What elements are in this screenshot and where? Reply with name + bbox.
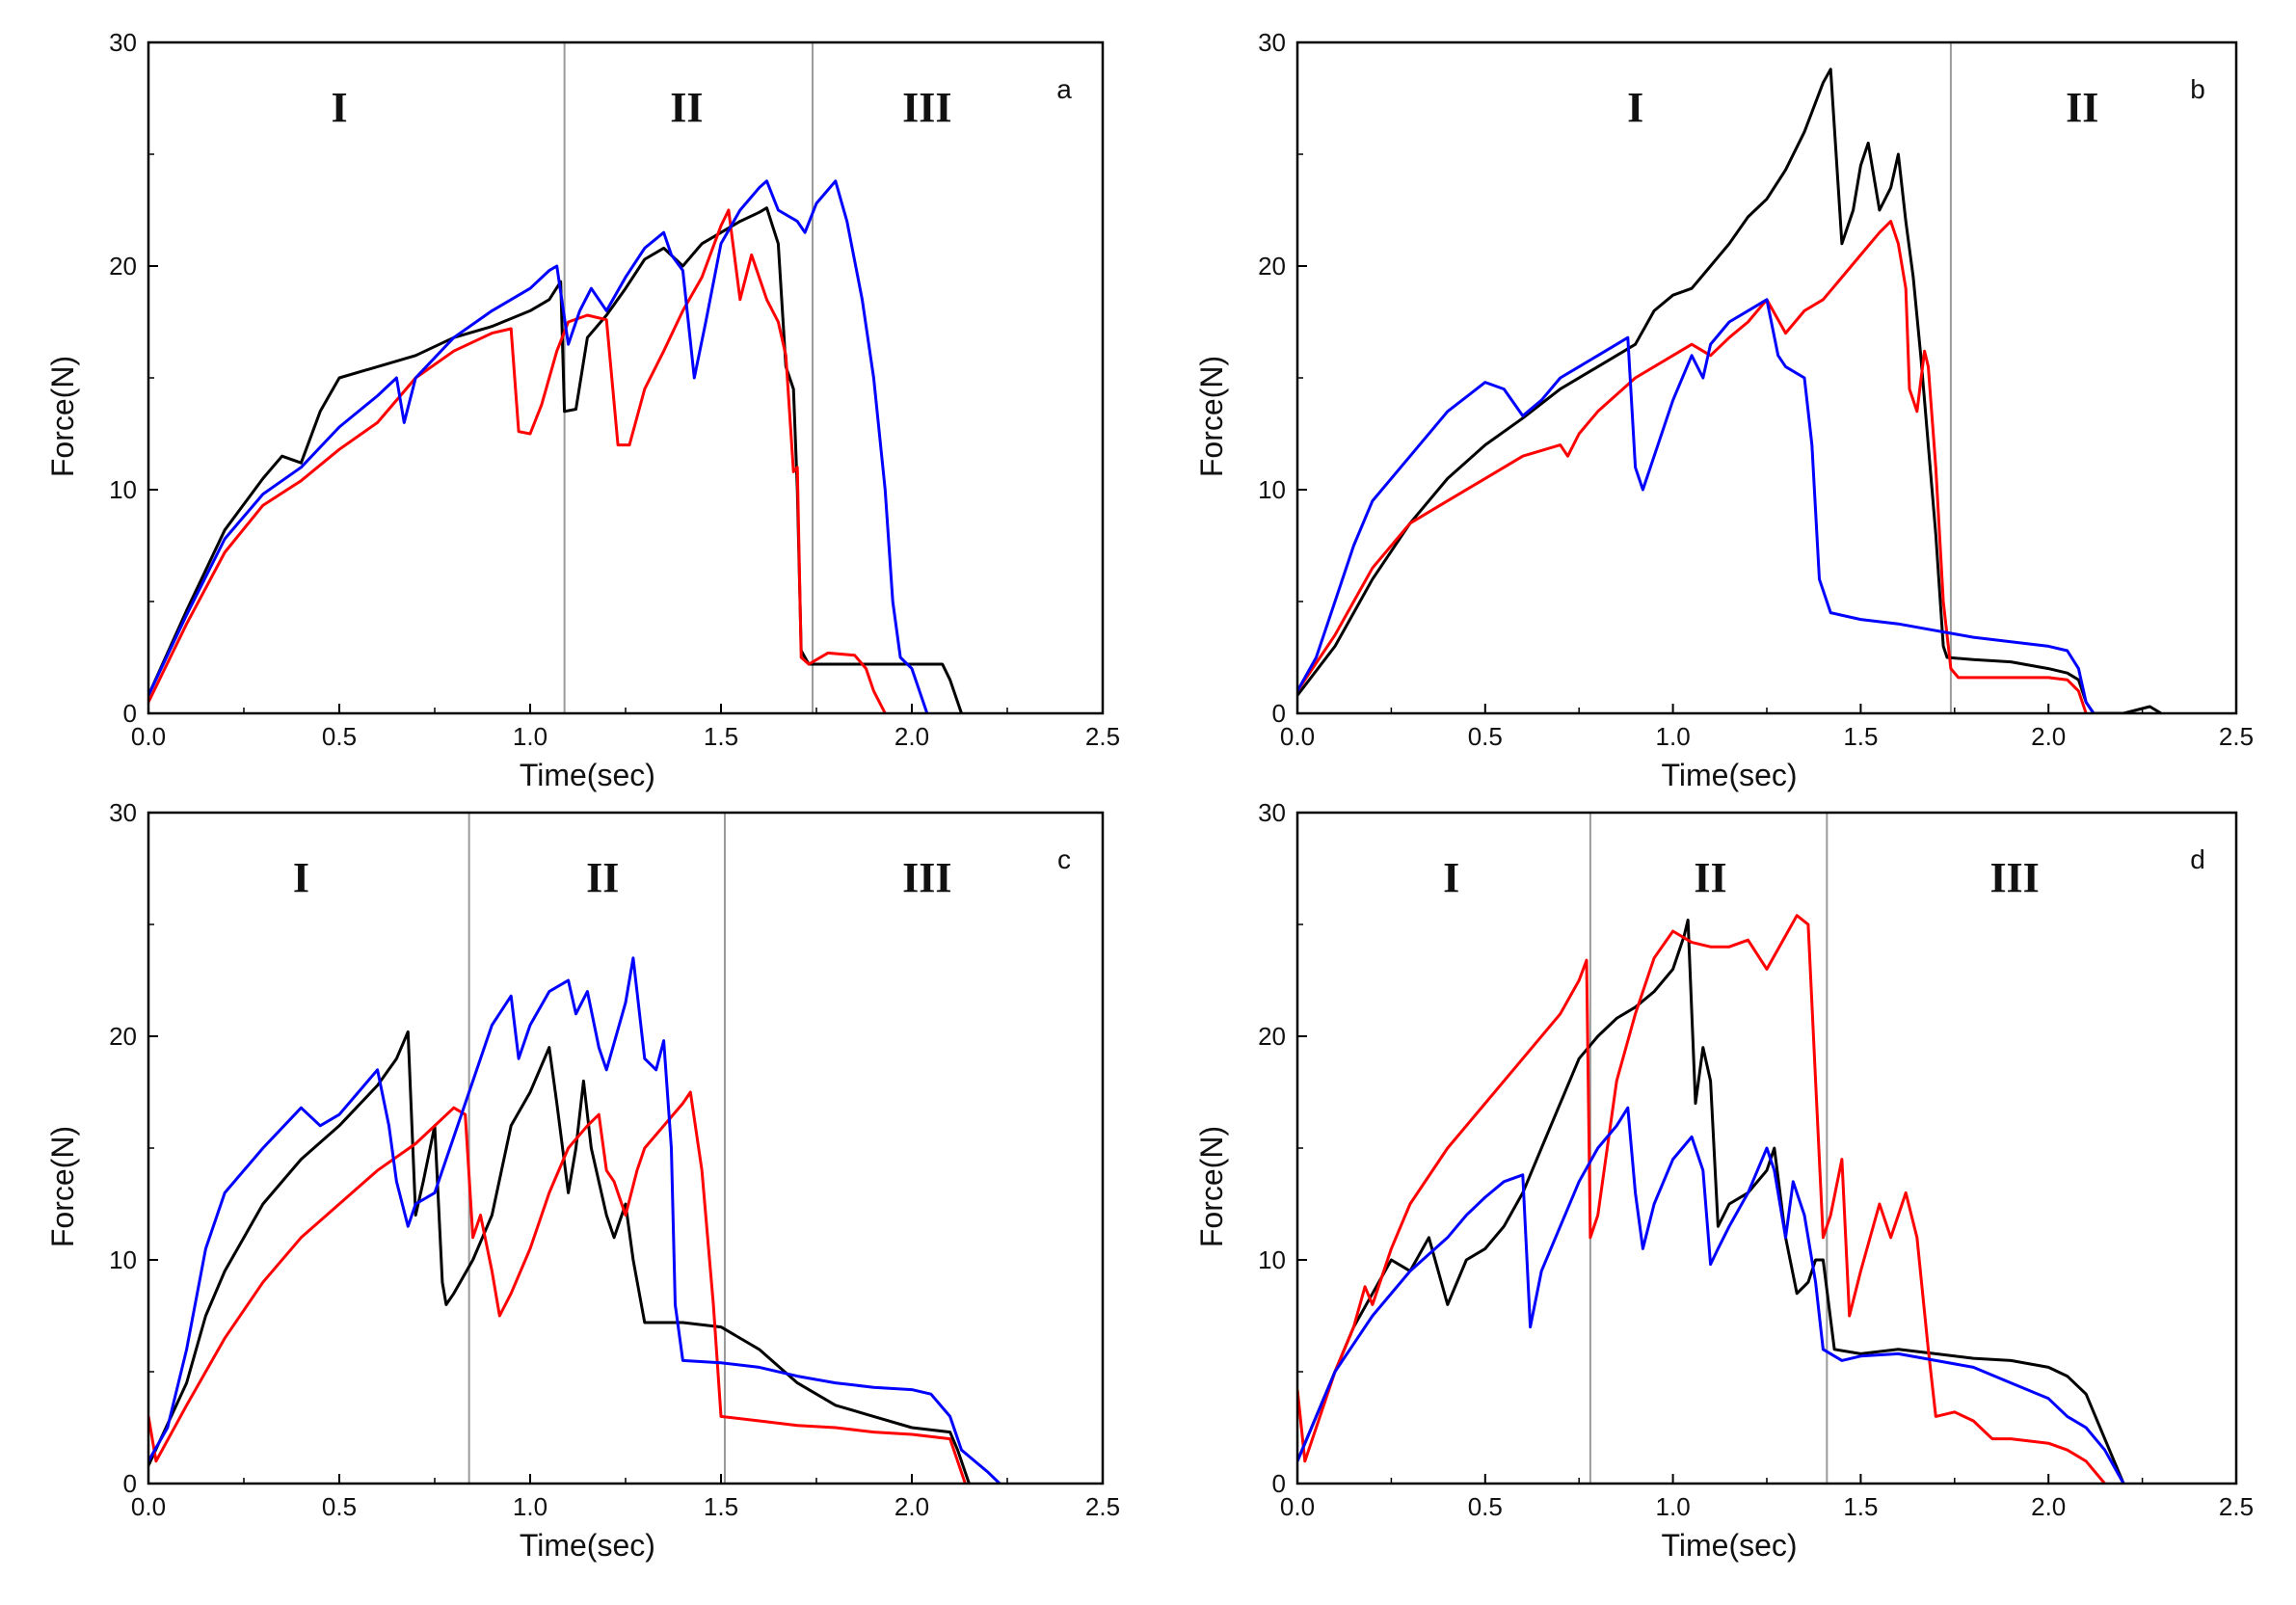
y-tick-label: 30 (109, 28, 137, 57)
x-tick-label: 1.5 (704, 1492, 738, 1521)
x-tick-label: 2.0 (2031, 1492, 2066, 1521)
panel-b: 0.0 0.5 1.0 1.5 2.0 2.5 0 10 20 30 Time(sec) Force(… (1194, 28, 2254, 792)
region-label-III: III (902, 854, 951, 901)
x-tick-label: 1.0 (513, 1492, 547, 1521)
panel-c: 0.0 0.5 1.0 1.5 2.0 2.5 0 10 20 30 Time(sec) Force(… (45, 798, 1120, 1563)
x-tick-label: 0.5 (322, 722, 357, 751)
x-tick-label: 0.0 (131, 722, 166, 751)
panel-letter: b (2190, 74, 2205, 104)
x-axis-title: Time(sec) (520, 1528, 655, 1563)
x-tick-label: 2.5 (1085, 1492, 1120, 1521)
x-tick-label: 1.0 (1656, 1492, 1691, 1521)
plot-frame (147, 40, 1105, 715)
series-line-black (148, 206, 963, 713)
y-tick-label: 0 (1272, 1469, 1286, 1498)
y-tick-label: 10 (1258, 1245, 1286, 1274)
region-label-II: II (1694, 854, 1726, 901)
x-tick-label: 0.5 (1468, 722, 1503, 751)
region-label-I: I (293, 854, 309, 901)
x-tick-label: 2.5 (2219, 722, 2254, 751)
x-tick-label: 1.0 (513, 722, 547, 751)
series-line-red (1297, 220, 2088, 713)
series-line-black (1297, 67, 2162, 713)
x-tick-label: 0.5 (322, 1492, 357, 1521)
region-label-II: II (2066, 84, 2098, 131)
x-tick-label: 1.0 (1656, 722, 1691, 751)
region-label-II: II (670, 84, 703, 131)
region-label-III: III (1989, 854, 2039, 901)
y-tick-label: 10 (109, 1245, 137, 1274)
x-axis-title: Time(sec) (1662, 758, 1798, 792)
y-tick-label: 20 (109, 1022, 137, 1051)
series-line-blue (148, 179, 929, 713)
region-label-I: I (1443, 854, 1459, 901)
x-tick-label: 2.5 (2219, 1492, 2254, 1521)
series-line-blue (1297, 1106, 2125, 1484)
series-line-blue (1297, 298, 2096, 713)
panel-letter: c (1057, 844, 1071, 874)
y-tick-label: 0 (123, 699, 137, 728)
x-tick-label: 0.0 (1280, 1492, 1315, 1521)
x-tick-label: 2.0 (894, 1492, 929, 1521)
x-axis-title: Time(sec) (520, 758, 655, 792)
y-tick-label: 20 (109, 252, 137, 281)
series-line-red (148, 208, 887, 713)
panel-letter: a (1056, 74, 1072, 104)
x-axis-title: Time(sec) (1662, 1528, 1798, 1563)
x-tick-label: 0.0 (1280, 722, 1315, 751)
x-tick-label: 1.5 (1843, 1492, 1878, 1521)
y-tick-label: 30 (1258, 798, 1286, 827)
y-tick-label: 30 (109, 798, 137, 827)
series-line-black (148, 1030, 971, 1484)
series-line-red (148, 1090, 967, 1484)
y-tick-label: 10 (109, 475, 137, 504)
x-tick-label: 2.0 (2031, 722, 2066, 751)
y-axis-title: Force(N) (1194, 356, 1229, 477)
panel-a: 0.0 0.5 1.0 1.5 2.0 2.5 0 10 20 30 Time(sec) Force(… (45, 28, 1120, 792)
y-tick-label: 10 (1258, 475, 1286, 504)
region-label-II: II (586, 854, 619, 901)
x-tick-label: 0.0 (131, 1492, 166, 1521)
plot-frame (1295, 40, 2238, 715)
y-tick-label: 20 (1258, 1022, 1286, 1051)
y-axis-title: Force(N) (1194, 1126, 1229, 1247)
region-label-I: I (1627, 84, 1643, 131)
x-tick-label: 0.5 (1468, 1492, 1503, 1521)
series-line-red (1297, 914, 2106, 1484)
series-line-black (1297, 918, 2125, 1484)
x-tick-label: 1.5 (1843, 722, 1878, 751)
x-tick-label: 2.5 (1085, 722, 1120, 751)
y-tick-label: 30 (1258, 28, 1286, 57)
panel-d: 0.0 0.5 1.0 1.5 2.0 2.5 0 10 20 30 Time(sec) Force(… (1194, 798, 2254, 1563)
y-axis-title: Force(N) (45, 356, 80, 477)
x-tick-label: 1.5 (704, 722, 738, 751)
y-tick-label: 20 (1258, 252, 1286, 281)
y-tick-label: 0 (1272, 699, 1286, 728)
plot-frame (147, 811, 1105, 1485)
y-axis-title: Force(N) (45, 1126, 80, 1247)
y-tick-label: 0 (123, 1469, 137, 1498)
x-tick-label: 2.0 (894, 722, 929, 751)
series-line-blue (148, 956, 1001, 1484)
region-label-III: III (902, 84, 951, 131)
region-label-I: I (331, 84, 347, 131)
panel-letter: d (2190, 844, 2205, 874)
